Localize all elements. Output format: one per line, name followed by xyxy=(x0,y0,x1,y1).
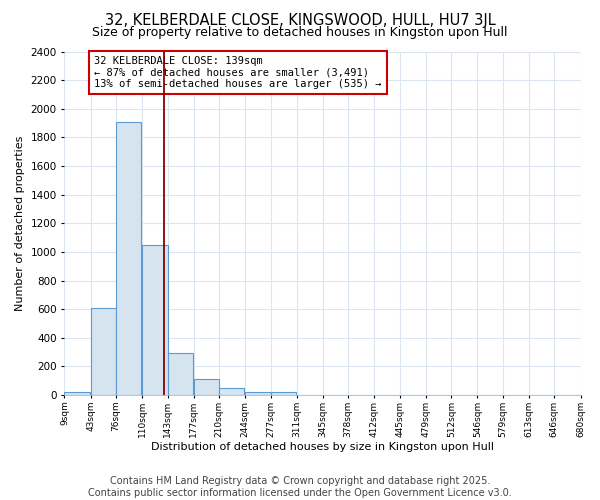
X-axis label: Distribution of detached houses by size in Kingston upon Hull: Distribution of detached houses by size … xyxy=(151,442,494,452)
Text: 32 KELBERDALE CLOSE: 139sqm
← 87% of detached houses are smaller (3,491)
13% of : 32 KELBERDALE CLOSE: 139sqm ← 87% of det… xyxy=(94,56,382,89)
Bar xyxy=(64,392,90,395)
Text: 32, KELBERDALE CLOSE, KINGSWOOD, HULL, HU7 3JL: 32, KELBERDALE CLOSE, KINGSWOOD, HULL, H… xyxy=(104,12,496,28)
Bar xyxy=(116,122,142,395)
Bar xyxy=(245,392,271,395)
Bar xyxy=(271,392,296,395)
Y-axis label: Number of detached properties: Number of detached properties xyxy=(15,136,25,311)
Bar xyxy=(91,308,116,395)
Bar xyxy=(142,246,167,395)
Text: Size of property relative to detached houses in Kingston upon Hull: Size of property relative to detached ho… xyxy=(92,26,508,39)
Bar xyxy=(167,353,193,395)
Text: Contains HM Land Registry data © Crown copyright and database right 2025.
Contai: Contains HM Land Registry data © Crown c… xyxy=(88,476,512,498)
Bar xyxy=(219,388,244,395)
Bar xyxy=(194,380,219,395)
